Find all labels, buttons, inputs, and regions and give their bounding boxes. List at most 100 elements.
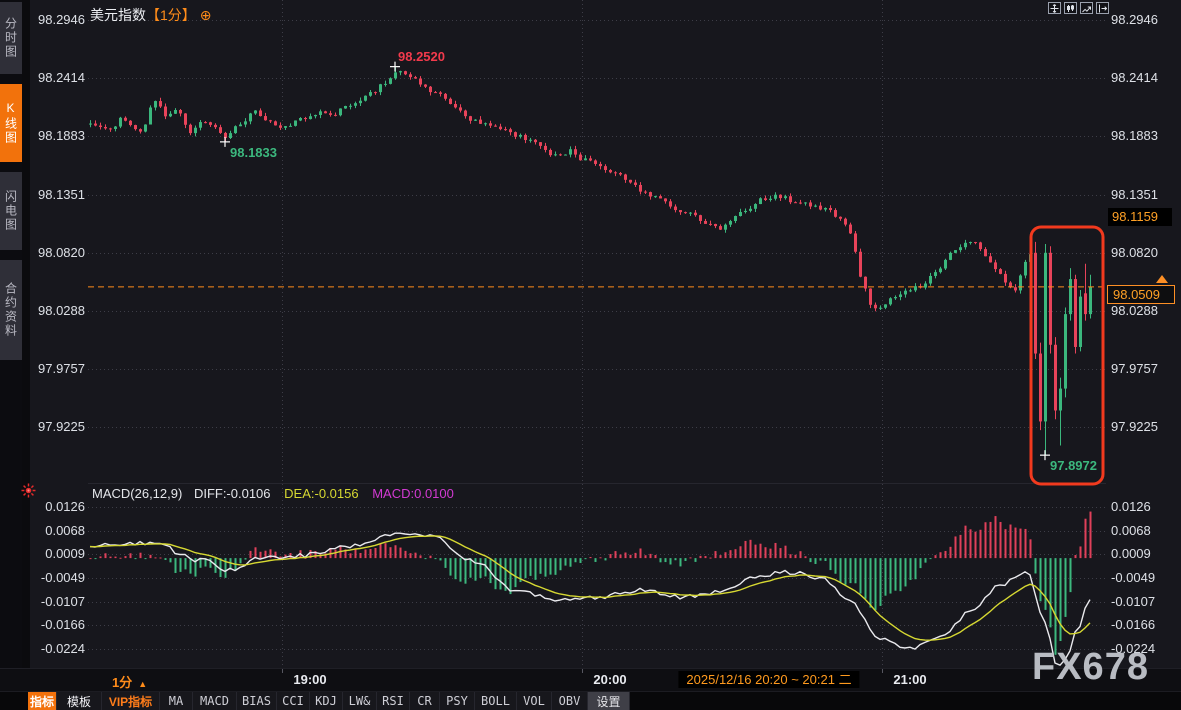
toolbar-button-vip指标[interactable]: VIP指标 xyxy=(102,692,160,710)
chart-background xyxy=(30,0,1181,668)
price-axis-tick-right: 98.2946 xyxy=(1111,12,1158,27)
macd-axis-tick-right: 0.0009 xyxy=(1111,546,1151,562)
price-axis-tick-right: 98.2414 xyxy=(1111,70,1158,86)
price-axis-tick-right: 97.9757 xyxy=(1111,361,1158,377)
toolbar-button-macd[interactable]: MACD xyxy=(193,692,237,710)
toolbar-button-vol[interactable]: VOL xyxy=(517,692,552,710)
macd-axis-tick-left: 0.0068 xyxy=(45,522,85,538)
toolbar-button-boll[interactable]: BOLL xyxy=(475,692,517,710)
toolbar-button-cr[interactable]: CR xyxy=(410,692,440,710)
macd-diff-value: DIFF:-0.0106 xyxy=(193,486,271,501)
time-axis-strip: 1分 ▲ 2025/12/16 20:20 ~ 20:21 二 19:00 20:0… xyxy=(0,668,1181,691)
macd-layer xyxy=(89,511,1092,667)
macd-dea-value: DEA:-0.0156 xyxy=(284,486,359,501)
macd-axis-tick-right: -0.0049 xyxy=(1111,569,1156,585)
move-icon-button[interactable] xyxy=(1048,2,1061,14)
price-axis-tick-left: 98.2414 xyxy=(38,70,85,86)
macd-axis-tick-left: 0.0126 xyxy=(45,499,85,514)
chart-toolbar-icons xyxy=(1048,2,1109,14)
extreme-marker-cross xyxy=(390,61,400,72)
price-axis-tick-left: 98.1883 xyxy=(38,128,85,144)
macd-hist-value: MACD:0.0100 xyxy=(372,486,454,501)
period-label: 1分 xyxy=(112,675,133,690)
left-sidebar: 分时图 K线图闪电图合约资料 xyxy=(0,0,22,668)
toolbar-button-psy[interactable]: PSY xyxy=(440,692,475,710)
gridlines xyxy=(88,0,1106,668)
toolbar-button-cci[interactable]: CCI xyxy=(277,692,310,710)
price-axis-tick-left: 98.0288 xyxy=(38,303,85,319)
macd-axis-tick-right: -0.0107 xyxy=(1111,593,1156,609)
macd-header: MACD(26,12,9) DIFF:-0.0106 DEA:-0.0156 M… xyxy=(92,486,454,501)
add-indicator-icon[interactable]: ⊕ xyxy=(199,7,212,23)
bottom-indicator-toolbar: 指标 模板 VIP指标 MA MACD BIAS CCI KDJ LW& RSI CR PSY BOLL… xyxy=(0,691,1181,710)
extreme-marker-cross xyxy=(1040,450,1050,461)
highlight-annotation-box xyxy=(1029,225,1105,486)
toolbar-button-设置[interactable]: 设置 xyxy=(588,692,630,710)
price-macd-chart-canvas[interactable] xyxy=(88,0,1106,668)
price-up-triangle-icon xyxy=(1156,274,1168,283)
sidebar-tab-4[interactable]: 合约资料 xyxy=(0,260,22,360)
pan-right-icon xyxy=(1099,4,1107,12)
price-axis-tick-left: 98.1351 xyxy=(38,186,85,202)
time-axis-label: 19:00 xyxy=(293,672,327,687)
macd-axis-tick-left: -0.0166 xyxy=(40,617,85,633)
toolbar-button-指标[interactable]: 指标 xyxy=(28,692,57,710)
price-extreme-label: 97.8972 xyxy=(1050,458,1097,474)
toolbar-button-obv[interactable]: OBV xyxy=(552,692,588,710)
price-extreme-label: 98.2520 xyxy=(398,48,445,64)
current-price-label: 98.0509 xyxy=(1107,284,1175,304)
sidebar-tab-1[interactable]: 分时图 xyxy=(0,2,22,74)
dea-line xyxy=(89,535,1091,641)
price-extreme-label: 98.1833 xyxy=(230,144,277,160)
alert-price-label: 98.1159 xyxy=(1108,207,1172,226)
price-axis-tick-left: 97.9225 xyxy=(38,419,85,435)
symbol-name: 美元指数 xyxy=(90,7,146,23)
macd-axis-tick-right: 0.0068 xyxy=(1111,522,1151,538)
price-axis-tick-left: 97.9757 xyxy=(38,361,85,377)
alert-flare-icon[interactable] xyxy=(21,483,36,498)
candlestick-layer xyxy=(89,66,1092,456)
toolbar-button-rsi[interactable]: RSI xyxy=(377,692,410,710)
toolbar-button-模板[interactable]: 模板 xyxy=(57,692,102,710)
time-axis-label: 20:00 xyxy=(593,672,627,687)
price-axis-tick-right: 98.0288 xyxy=(1111,303,1158,319)
toolbar-button-kdj[interactable]: KDJ xyxy=(310,692,343,710)
toolbar-button-bias[interactable]: BIAS xyxy=(237,692,277,710)
chart-title: 美元指数【1分】 ⊕ xyxy=(90,5,212,25)
chart-arrow-icon-button[interactable] xyxy=(1080,2,1093,14)
macd-params-label: MACD(26,12,9) xyxy=(92,486,183,501)
macd-axis-tick-left: -0.0224 xyxy=(40,640,85,656)
price-axis-tick-right: 98.1351 xyxy=(1111,186,1158,202)
time-axis-label: 21:00 xyxy=(893,672,927,687)
price-axis-tick-right: 97.9225 xyxy=(1111,419,1158,435)
time-axis-tick-mark xyxy=(282,669,283,673)
period-selector[interactable]: 1分 ▲ xyxy=(112,672,147,691)
time-axis-tick-mark xyxy=(582,669,583,673)
pan-right-icon-button[interactable] xyxy=(1096,2,1109,14)
candles-view-icon-button[interactable] xyxy=(1064,2,1077,14)
macd-axis-tick-right: 0.0126 xyxy=(1111,499,1151,514)
hover-time-range-readout: 2025/12/16 20:20 ~ 20:21 二 xyxy=(678,671,860,688)
macd-axis-tick-left: -0.0049 xyxy=(40,569,85,585)
macd-axis-tick-left: -0.0107 xyxy=(40,593,85,609)
sidebar-tab-2[interactable]: K线图 xyxy=(0,84,22,162)
macd-axis-tick-right: -0.0224 xyxy=(1111,640,1156,656)
macd-axis-tick-right: -0.0166 xyxy=(1111,617,1156,633)
chart-arrow-icon xyxy=(1082,6,1091,12)
period-tag: 【1分】 xyxy=(146,7,196,23)
move-icon xyxy=(1050,3,1059,13)
extreme-marker-cross xyxy=(220,136,230,147)
sidebar-tab-3[interactable]: 闪电图 xyxy=(0,172,22,250)
price-axis-tick-right: 98.1883 xyxy=(1111,128,1158,144)
fx678-watermark: FX678 xyxy=(1032,646,1149,688)
toolbar-button-lw[interactable]: LW& xyxy=(343,692,377,710)
candles-view-icon xyxy=(1067,4,1074,12)
time-axis-tick-mark xyxy=(882,669,883,673)
price-axis-tick-left: 98.0820 xyxy=(38,244,85,260)
price-axis-tick-left: 98.2946 xyxy=(38,12,85,27)
period-dropdown-arrow-icon: ▲ xyxy=(138,679,148,689)
price-axis-tick-right: 98.0820 xyxy=(1111,244,1158,260)
macd-axis-tick-left: 0.0009 xyxy=(45,546,85,562)
toolbar-button-ma[interactable]: MA xyxy=(160,692,193,710)
